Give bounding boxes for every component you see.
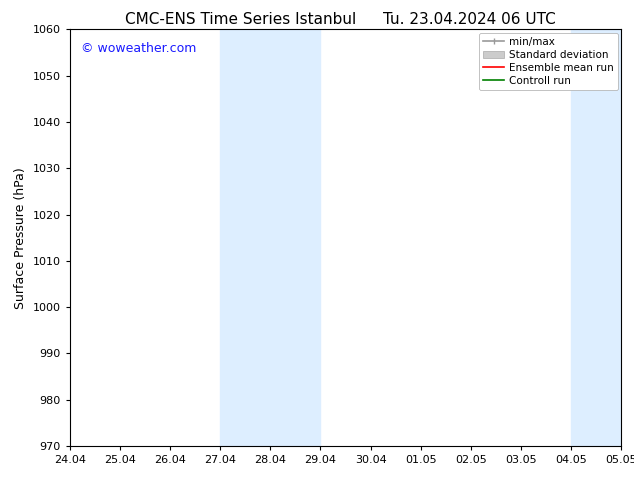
Y-axis label: Surface Pressure (hPa): Surface Pressure (hPa) — [14, 167, 27, 309]
Bar — [220, 29, 320, 446]
Bar — [571, 29, 634, 446]
Text: © woweather.com: © woweather.com — [81, 42, 196, 55]
Legend: min/max, Standard deviation, Ensemble mean run, Controll run: min/max, Standard deviation, Ensemble me… — [479, 32, 618, 90]
Text: CMC-ENS Time Series Istanbul: CMC-ENS Time Series Istanbul — [126, 12, 356, 27]
Text: Tu. 23.04.2024 06 UTC: Tu. 23.04.2024 06 UTC — [383, 12, 555, 27]
